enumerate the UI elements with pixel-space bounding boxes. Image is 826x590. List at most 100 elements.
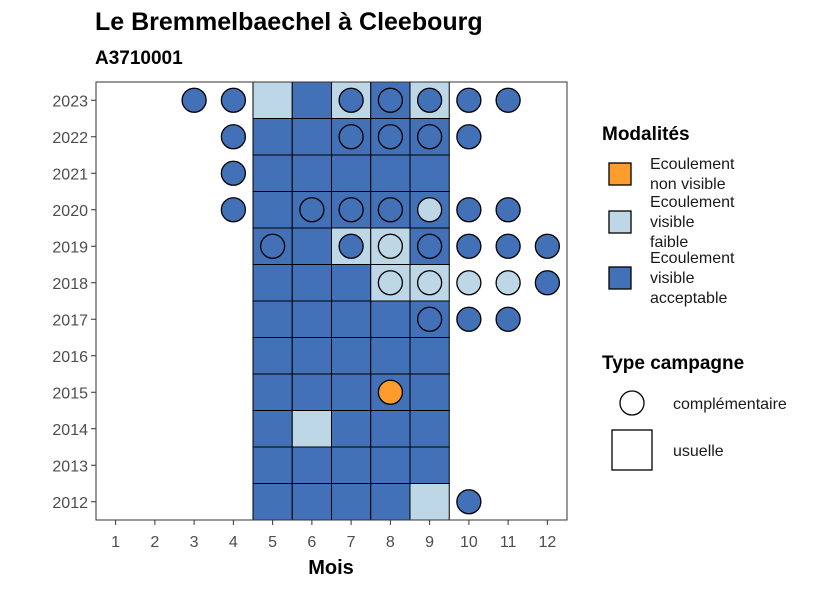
legend-label-line: non visible <box>650 176 726 193</box>
dot-2018-10 <box>456 270 482 296</box>
legend-key-0 <box>608 162 632 186</box>
tile-2016-9 <box>409 337 450 375</box>
y-tick-label: 2012 <box>52 495 88 512</box>
tile-2012-8 <box>370 483 411 521</box>
y-tick-label: 2017 <box>52 312 88 329</box>
dot-2019-8 <box>377 233 404 259</box>
tile-2023-5 <box>252 81 293 119</box>
tile-2014-6 <box>291 410 332 448</box>
x-tick-label: 11 <box>500 534 517 551</box>
tile-2016-7 <box>331 337 372 375</box>
dot-2022-7 <box>338 124 364 150</box>
dot-2019-10 <box>456 233 482 259</box>
dot-2017-9 <box>416 306 443 332</box>
tile-2020-5 <box>252 191 293 229</box>
tile-2016-6 <box>291 337 332 375</box>
dot-2020-11 <box>495 197 521 223</box>
tile-2012-9 <box>409 483 450 521</box>
dot-2022-8 <box>377 124 404 150</box>
tile-2013-9 <box>409 446 450 484</box>
tile-2014-7 <box>331 410 372 448</box>
plot-panel-border <box>95 81 568 521</box>
dot-2023-3 <box>181 87 207 113</box>
tile-2021-7 <box>331 154 372 192</box>
dot-2018-11 <box>495 270 521 296</box>
dot-2017-10 <box>456 306 482 332</box>
tile-2017-5 <box>252 300 293 338</box>
y-tick-label: 2013 <box>52 458 88 475</box>
tile-2013-7 <box>331 446 372 484</box>
dot-2023-8 <box>377 87 404 113</box>
dot-2023-4 <box>220 87 247 113</box>
legend-modalites-title: Modalités <box>602 124 690 145</box>
legend-label-line: visible <box>650 214 695 231</box>
tile-2014-5 <box>252 410 293 448</box>
tile-2019-6 <box>291 227 332 265</box>
legend-type-label: usuelle <box>673 443 724 460</box>
y-tick-label: 2022 <box>52 130 88 147</box>
x-tick-label: 7 <box>347 534 356 551</box>
dot-2019-12 <box>534 233 561 259</box>
legend-key-1 <box>608 210 632 234</box>
tile-2016-8 <box>370 337 411 375</box>
tile-2015-5 <box>252 373 293 411</box>
tile-2013-6 <box>291 446 332 484</box>
tile-2018-6 <box>291 264 332 302</box>
dot-2018-8 <box>377 270 404 296</box>
x-axis: 1 2 3 4 5 6 7 8 9 10 11 12 <box>111 520 556 551</box>
dot-2019-9 <box>416 233 443 259</box>
tile-2015-6 <box>291 373 332 411</box>
dot-2020-6 <box>299 197 325 223</box>
tile-2021-8 <box>370 154 411 192</box>
tile-2012-6 <box>291 483 332 521</box>
dot-2020-10 <box>456 197 482 223</box>
legend-label-line: Ecoulement <box>650 156 735 173</box>
dot-2017-11 <box>495 306 521 332</box>
legend-label-line: Ecoulement <box>650 194 735 211</box>
x-tick-label: 8 <box>386 534 395 551</box>
tile-2018-5 <box>252 264 293 302</box>
y-tick-label: 2015 <box>52 385 88 402</box>
x-tick-label: 5 <box>268 534 277 551</box>
y-tick-label: 2018 <box>52 276 88 293</box>
dot-2019-11 <box>495 233 521 259</box>
tile-2018-7 <box>331 264 372 302</box>
dot-2020-7 <box>338 197 364 223</box>
tile-2015-7 <box>331 373 372 411</box>
complementaire-dots <box>181 87 561 515</box>
dot-2015-8 <box>377 379 404 405</box>
tile-2016-5 <box>252 337 293 375</box>
dot-2018-12 <box>534 270 561 296</box>
tile-2017-8 <box>370 300 411 338</box>
tile-2012-5 <box>252 483 293 521</box>
x-tick-label: 2 <box>150 534 159 551</box>
x-tick-label: 4 <box>229 534 238 551</box>
dot-2019-7 <box>338 233 364 259</box>
legend-label-line: Ecoulement <box>650 250 735 267</box>
tile-2021-9 <box>409 154 450 192</box>
chart-title: Le Bremmelbaechel à Cleebourg <box>95 8 483 36</box>
y-tick-label: 2016 <box>52 349 88 366</box>
x-tick-label: 9 <box>425 534 434 551</box>
tile-2017-7 <box>331 300 372 338</box>
y-tick-label: 2021 <box>52 166 88 183</box>
legend-label-line: acceptable <box>650 290 727 307</box>
tile-2014-8 <box>370 410 411 448</box>
tile-2022-6 <box>291 118 332 156</box>
y-tick-label: 2019 <box>52 239 88 256</box>
tile-2014-9 <box>409 410 450 448</box>
dot-2020-8 <box>377 197 404 223</box>
x-axis-title: Mois <box>308 557 354 579</box>
y-tick-label: 2020 <box>52 203 88 220</box>
dot-2023-10 <box>456 87 482 113</box>
tile-2013-8 <box>370 446 411 484</box>
y-axis: 2012 2013 2014 2015 2016 2017 2018 2019 2020 2021… <box>52 93 96 512</box>
legend-label-line: faible <box>650 234 688 251</box>
x-tick-label: 3 <box>190 534 199 551</box>
dot-2019-5 <box>259 233 286 259</box>
dot-2023-9 <box>416 87 443 113</box>
legend-type-title: Type campagne <box>602 353 744 374</box>
tile-2023-6 <box>291 81 332 119</box>
